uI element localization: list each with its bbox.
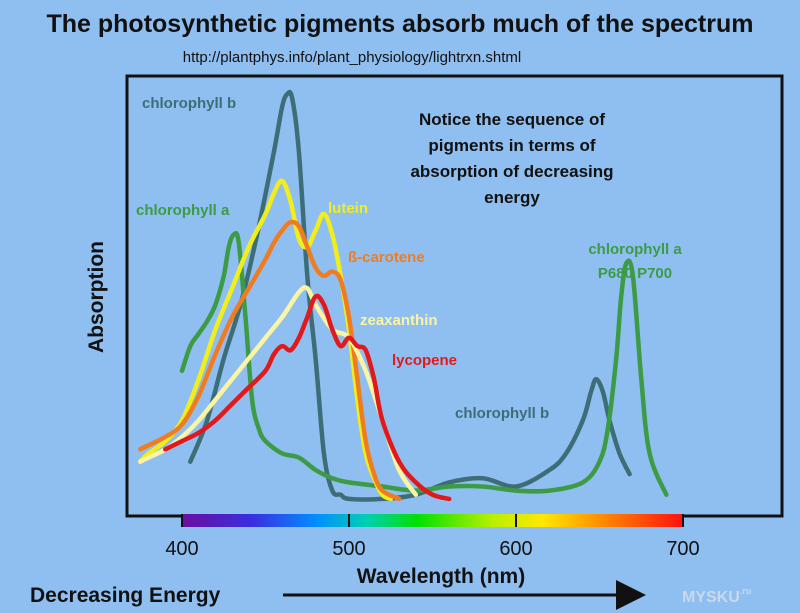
x-axis-label: Wavelength (nm) bbox=[357, 565, 525, 588]
tick-label-700: 700 bbox=[666, 538, 699, 560]
energy-label: Decreasing Energy bbox=[30, 584, 221, 607]
series-line-chlorophyll-a bbox=[179, 230, 669, 497]
spectrum-color-bar bbox=[182, 514, 683, 527]
label-zeaxanthin: zeaxanthin bbox=[360, 312, 438, 329]
note-line-2: pigments in terms of bbox=[428, 136, 596, 155]
annotation-note: Notice the sequence of pigments in terms… bbox=[410, 110, 613, 207]
label-chlorophyll-a-secondary: chlorophyll a bbox=[588, 241, 682, 258]
series-line-carotene bbox=[138, 219, 402, 502]
series-line-zeaxanthin bbox=[138, 285, 419, 497]
tick-label-600: 600 bbox=[499, 538, 532, 560]
watermark: MYSKU.ru bbox=[682, 586, 751, 606]
label-chlorophyll-b-secondary: chlorophyll b bbox=[455, 405, 549, 422]
y-axis-label: Absorption bbox=[85, 241, 108, 353]
label-chlorophyll-a-main: chlorophyll a bbox=[136, 202, 230, 219]
series-layer bbox=[138, 89, 669, 502]
tick-label-400: 400 bbox=[165, 538, 198, 560]
watermark-suffix: .ru bbox=[740, 586, 752, 596]
series-line-chlorophyll-b bbox=[188, 89, 632, 502]
x-axis-ticks: 400 500 600 700 bbox=[165, 514, 700, 560]
note-line-3: absorption of decreasing bbox=[410, 162, 613, 181]
label-carotene: ß-carotene bbox=[348, 249, 425, 266]
series-line-lycopene bbox=[163, 293, 452, 502]
chart-title: The photosynthetic pigments absorb much … bbox=[46, 10, 753, 38]
label-lycopene: lycopene bbox=[392, 352, 457, 369]
plot-area bbox=[125, 74, 784, 518]
note-line-4: energy bbox=[484, 188, 540, 207]
label-lutein: lutein bbox=[328, 200, 368, 217]
label-chlorophyll-b-main: chlorophyll b bbox=[142, 95, 236, 112]
note-line-1: Notice the sequence of bbox=[419, 110, 605, 129]
source-url: http://plantphys.info/plant_physiology/l… bbox=[183, 49, 522, 66]
label-photosystems: P680 P700 bbox=[598, 265, 672, 282]
tick-label-500: 500 bbox=[332, 538, 365, 560]
watermark-text: MYSKU bbox=[682, 589, 740, 606]
